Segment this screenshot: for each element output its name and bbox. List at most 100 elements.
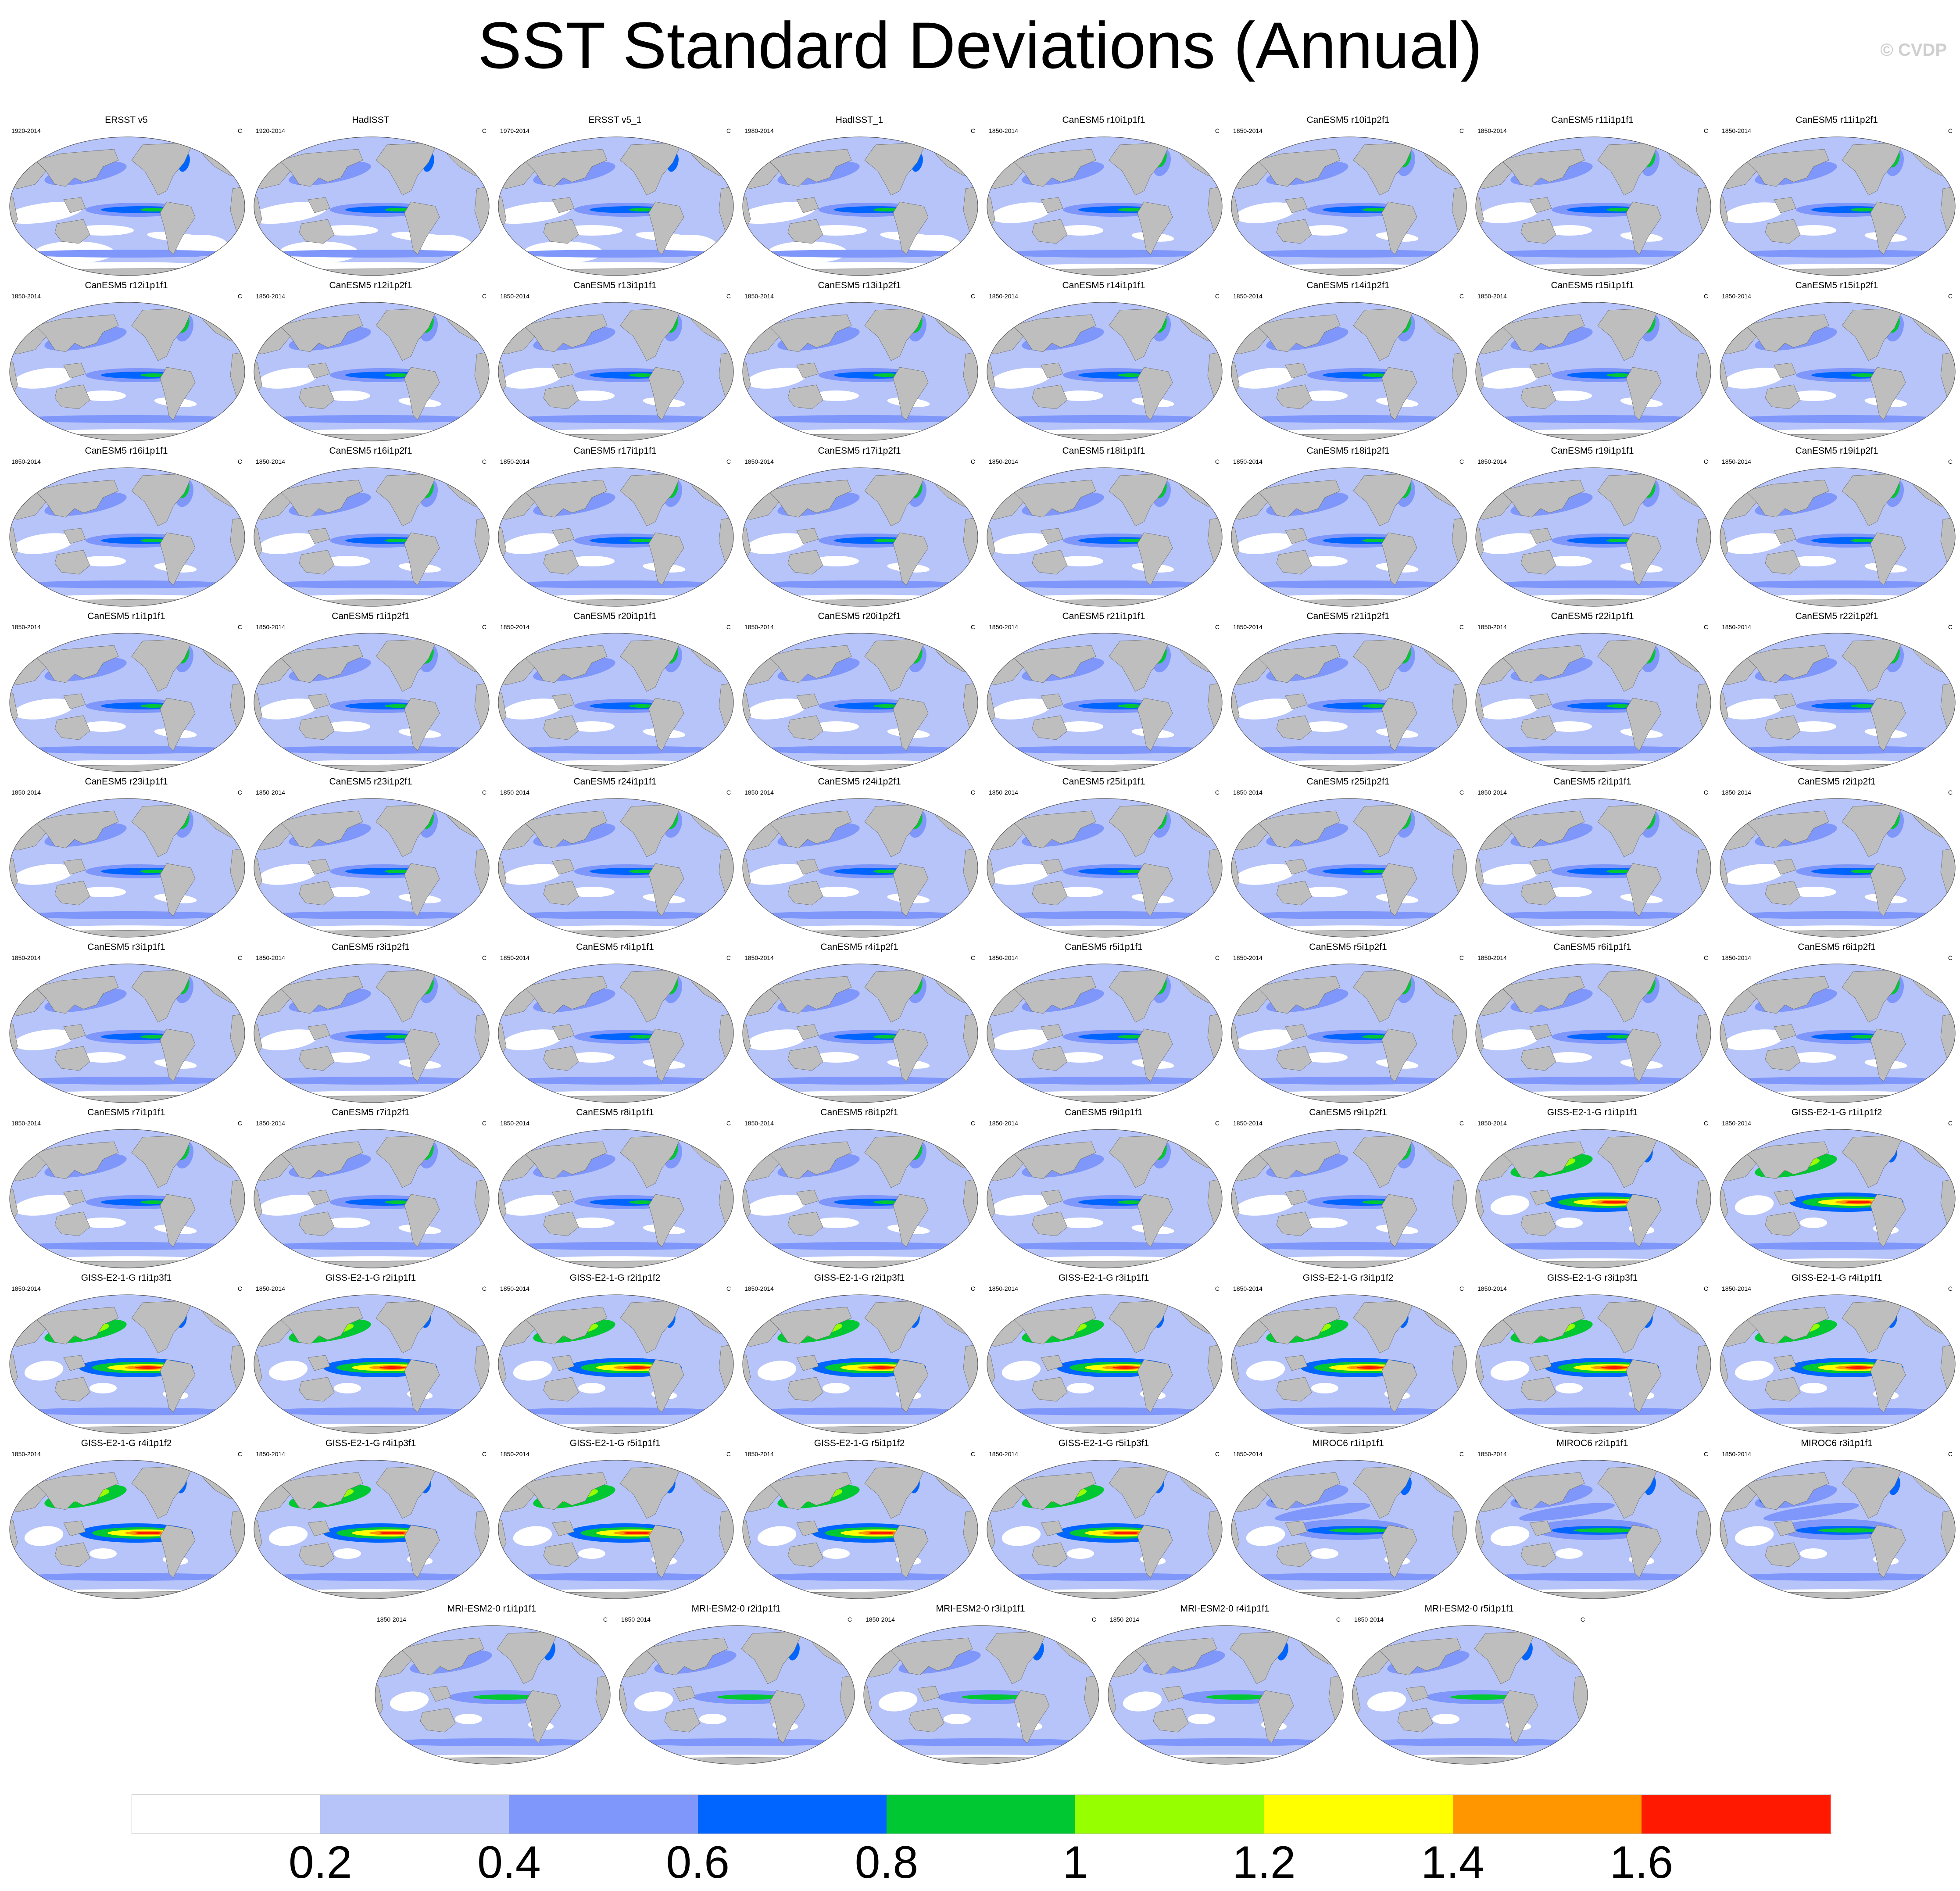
panel-unit: C bbox=[237, 789, 242, 796]
colorbar-swatch bbox=[509, 1794, 698, 1834]
enso-tongue bbox=[1763, 1503, 1859, 1521]
panel-title: CanESM5 r21i1p2f1 bbox=[1306, 611, 1390, 621]
southern-ocean-band bbox=[1484, 250, 1703, 258]
south-america-land bbox=[1014, 1690, 1050, 1744]
enso-tongue bbox=[385, 704, 411, 708]
panel-period: 1850-2014 bbox=[500, 1450, 529, 1458]
maritime-continent-land bbox=[63, 1355, 86, 1371]
southern-ocean-band bbox=[751, 1408, 970, 1415]
southern-ocean-band bbox=[383, 1738, 602, 1746]
map-panel: MRI-ESM2-0 r4i1p1f1 1850-2014 C bbox=[1103, 1604, 1347, 1768]
map-outline bbox=[9, 302, 245, 441]
low-variance-patch bbox=[1058, 887, 1103, 897]
australia-land bbox=[1520, 219, 1556, 244]
southern-ocean-band bbox=[262, 1573, 481, 1581]
low-variance-patch bbox=[1556, 1383, 1583, 1393]
antarctica-land bbox=[987, 1590, 1222, 1599]
panel-title: GISS-E2-1-G r4i1p1f1 bbox=[1791, 1273, 1882, 1283]
enso-tongue bbox=[629, 208, 655, 211]
sst-stddev-map bbox=[1231, 467, 1467, 607]
southern-ocean-band bbox=[262, 1408, 481, 1415]
south-america-land bbox=[1626, 1359, 1662, 1413]
southern-ocean-band bbox=[262, 580, 481, 588]
north-america-land bbox=[620, 804, 682, 857]
low-variance-patch bbox=[390, 1691, 429, 1712]
map-panel: CanESM5 r20i1p2f1 1850-2014 C bbox=[737, 611, 981, 776]
antarctica-land bbox=[1231, 929, 1466, 937]
map-outline bbox=[1475, 963, 1711, 1103]
australia-land bbox=[1520, 1542, 1556, 1567]
panel-period: 1850-2014 bbox=[744, 293, 774, 300]
sst-stddev-map bbox=[1352, 1625, 1588, 1765]
sst-stddev-map bbox=[1720, 302, 1956, 441]
panel-unit: C bbox=[482, 1450, 486, 1458]
map-panel: CanESM5 r17i1p2f1 1850-2014 C bbox=[737, 446, 981, 610]
panel-unit: C bbox=[1703, 789, 1708, 796]
australia-land bbox=[787, 219, 823, 244]
low-variance-patch bbox=[1058, 1052, 1103, 1063]
south-america-land bbox=[1258, 1690, 1294, 1744]
antarctica-land bbox=[987, 1425, 1222, 1433]
panel-unit: C bbox=[970, 954, 975, 961]
southern-ocean-band bbox=[751, 1573, 970, 1581]
map-outline bbox=[742, 798, 978, 938]
low-variance-patch bbox=[743, 201, 816, 224]
enso-tongue bbox=[385, 208, 411, 211]
southern-ocean-band bbox=[995, 580, 1214, 588]
sst-stddev-map bbox=[254, 1129, 490, 1268]
panel-period: 1850-2014 bbox=[1722, 293, 1751, 300]
north-america-land bbox=[864, 804, 926, 857]
low-variance-patch bbox=[1480, 864, 1540, 885]
southern-ocean-band bbox=[1239, 415, 1459, 423]
low-variance-patch bbox=[1246, 1526, 1285, 1546]
map-panel: CanESM5 r7i1p1f1 1850-2014 C bbox=[4, 1107, 248, 1272]
south-america-land bbox=[1626, 1525, 1662, 1578]
sst-stddev-map bbox=[1720, 798, 1956, 938]
south-america-land bbox=[893, 1194, 929, 1247]
south-america-land bbox=[1137, 698, 1173, 751]
north-america-land bbox=[1353, 1135, 1415, 1188]
sst-stddev-map bbox=[498, 1460, 734, 1599]
antarctica-land bbox=[375, 1756, 610, 1764]
australia-land bbox=[543, 219, 579, 244]
panel-title: CanESM5 r12i1p1f1 bbox=[85, 280, 168, 290]
australia-land bbox=[1276, 1542, 1312, 1567]
low-variance-patch bbox=[513, 1361, 552, 1381]
map-outline bbox=[987, 467, 1223, 607]
panel-title: CanESM5 r13i1p1f1 bbox=[573, 280, 657, 290]
antarctica-land bbox=[10, 598, 245, 606]
map-panel: CanESM5 r10i1p1f1 1850-2014 C bbox=[982, 115, 1226, 279]
low-variance-patch bbox=[1791, 556, 1836, 566]
enso-tongue bbox=[1362, 870, 1388, 873]
antarctica-land bbox=[1231, 433, 1466, 441]
map-outline bbox=[254, 1294, 490, 1434]
panel-period: 1850-2014 bbox=[11, 623, 41, 630]
map-outline bbox=[1475, 1294, 1711, 1434]
panel-period: 1850-2014 bbox=[744, 623, 774, 630]
south-america-land bbox=[893, 532, 929, 586]
antarctica-land bbox=[10, 1260, 245, 1268]
south-america-land bbox=[160, 1194, 196, 1247]
low-variance-patch bbox=[747, 368, 807, 389]
sst-stddev-map bbox=[9, 136, 245, 276]
north-america-land bbox=[1597, 969, 1660, 1023]
panel-unit: C bbox=[1948, 954, 1953, 961]
enso-tongue bbox=[385, 539, 411, 542]
enso-tongue bbox=[624, 1366, 650, 1369]
north-america-land bbox=[1109, 969, 1171, 1023]
panel-unit: C bbox=[726, 127, 731, 134]
antarctica-land bbox=[743, 929, 978, 937]
panel-unit: C bbox=[237, 1450, 242, 1458]
panel-unit: C bbox=[1336, 1616, 1341, 1623]
enso-tongue bbox=[1606, 373, 1633, 377]
colorbar-tick-label: 1.2 bbox=[1232, 1837, 1296, 1888]
map-panel: CanESM5 r6i1p1f1 1850-2014 C bbox=[1470, 942, 1714, 1107]
antarctica-land bbox=[498, 763, 733, 772]
north-america-land bbox=[1597, 804, 1660, 857]
sst-stddev-map bbox=[742, 1460, 978, 1599]
colorbar-tick-label: 0.2 bbox=[288, 1837, 352, 1888]
low-variance-patch bbox=[80, 887, 126, 897]
south-america-land bbox=[893, 367, 929, 420]
low-variance-patch bbox=[1546, 556, 1592, 566]
map-panel: CanESM5 r17i1p1f1 1850-2014 C bbox=[493, 446, 737, 610]
